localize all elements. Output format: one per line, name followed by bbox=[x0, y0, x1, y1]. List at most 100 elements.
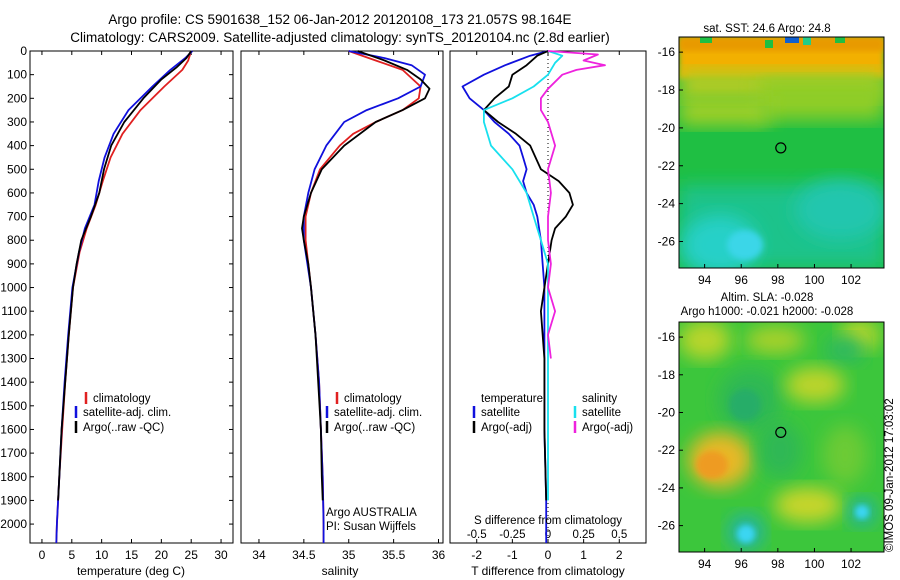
sla-map: Altim. SLA: -0.028 Argo h1000: -0.021 h2… bbox=[658, 292, 885, 571]
x-tick-label: 20 bbox=[155, 548, 169, 562]
salinity-xlabel: salinity bbox=[322, 564, 359, 578]
legend-label-satellite: satellite-adj. clim. bbox=[83, 407, 171, 419]
legend-label-argo: Argo(..raw -QC) bbox=[334, 422, 415, 434]
salinity-difference-tick-labels: -0.5 -0.25 0 0.25 0.5 bbox=[467, 529, 627, 541]
sst-map: sat. SST: 24.6 Argo: 24.8 94 96 98 100 102 -1… bbox=[658, 23, 885, 287]
lat-tick-label: -24 bbox=[658, 481, 676, 495]
imos-credit: ©IMOS 09-Jan-2012 17:03:02 bbox=[884, 398, 896, 552]
series-line-argo-raw-qc- bbox=[301, 50, 431, 501]
sst-map-title: sat. SST: 24.6 Argo: 24.8 bbox=[703, 23, 830, 35]
temperature-tick-labels: 0 5 10 15 20 25 30 bbox=[39, 51, 228, 562]
lon-tick-label: 102 bbox=[841, 557, 861, 571]
salinity-tick-labels: 34 34.5 35 35.5 36 bbox=[252, 51, 446, 562]
sst-map-ticks: 94 96 98 100 102 -16 -18 -20 -22 -24 -26 bbox=[658, 45, 862, 287]
depth-tick-label: 200 bbox=[7, 91, 27, 105]
depth-tick-label: 1700 bbox=[0, 446, 27, 460]
difference-lines bbox=[461, 50, 606, 543]
depth-tick-label: 600 bbox=[7, 186, 27, 200]
legend-label-climatology: climatology bbox=[93, 393, 151, 405]
x-tick-label: 5 bbox=[68, 548, 75, 562]
temperature-panel: 0100200300400500600700800900100011001200… bbox=[0, 44, 646, 578]
depth-tick-label: 700 bbox=[7, 210, 27, 224]
x-tick-label: -1 bbox=[507, 548, 518, 562]
legend-label-temp-argo: Argo(-adj) bbox=[481, 422, 532, 434]
lat-tick-label: -18 bbox=[658, 368, 676, 382]
legend-label-argo: Argo(..raw -QC) bbox=[83, 422, 164, 434]
depth-tick-label: 500 bbox=[7, 162, 27, 176]
s-tick-label: 0 bbox=[545, 529, 551, 541]
lon-tick-label: 100 bbox=[804, 273, 824, 287]
float-owner-label: Argo AUSTRALIA bbox=[326, 507, 417, 519]
temperature-lines bbox=[55, 50, 194, 544]
lon-tick-label: 96 bbox=[735, 557, 749, 571]
depth-tick-label: 1100 bbox=[1, 304, 27, 318]
s-tick-label: -0.5 bbox=[467, 529, 487, 541]
x-tick-label: 10 bbox=[95, 548, 109, 562]
temperature-xlabel: temperature (deg C) bbox=[77, 564, 185, 578]
lon-tick-label: 94 bbox=[698, 273, 712, 287]
lat-tick-label: -20 bbox=[658, 405, 676, 419]
figure-title-line1: Argo profile: CS 5901638_152 06-Jan-2012… bbox=[108, 12, 571, 27]
legend-label-climatology: climatology bbox=[344, 393, 402, 405]
x-tick-label: 15 bbox=[125, 548, 139, 562]
x-tick-label: 1 bbox=[580, 548, 587, 562]
x-tick-label: 36 bbox=[432, 548, 446, 562]
difference-panel: -2 -1 0 1 2 -0.5 -0.25 0 0.25 0.5 S difference f… bbox=[449, 50, 647, 578]
legend-label-temp-satellite: satellite bbox=[481, 407, 520, 419]
difference-xlabel: T difference from climatology bbox=[471, 564, 625, 578]
legend-label-satellite: satellite-adj. clim. bbox=[334, 407, 422, 419]
temperature-axes bbox=[29, 50, 234, 544]
lon-tick-label: 102 bbox=[841, 273, 861, 287]
depth-tick-label: 1300 bbox=[0, 352, 27, 366]
salinity-difference-label: S difference from climatology bbox=[474, 515, 622, 527]
sla-map-ticks: 94 96 98 100 102 -16 -18 -20 -22 -24 -26 bbox=[658, 330, 862, 571]
depth-tick-label: 100 bbox=[7, 68, 27, 82]
x-tick-label: 0 bbox=[545, 548, 552, 562]
x-tick-label: 34 bbox=[252, 548, 266, 562]
x-tick-label: -2 bbox=[471, 548, 482, 562]
depth-tick-label: 800 bbox=[7, 233, 27, 247]
sla-map-title-line1: Altim. SLA: -0.028 bbox=[721, 292, 814, 304]
salinity-panel: 34 34.5 35 35.5 36 salinity climatology sate… bbox=[240, 50, 446, 578]
lon-tick-label: 100 bbox=[804, 557, 824, 571]
lon-tick-label: 98 bbox=[771, 557, 785, 571]
salinity-axes bbox=[240, 50, 444, 544]
x-tick-label: 25 bbox=[185, 548, 199, 562]
lat-tick-label: -20 bbox=[658, 121, 676, 135]
x-tick-label: 30 bbox=[214, 548, 228, 562]
lat-tick-label: -18 bbox=[658, 83, 676, 97]
sla-map-title-line2: Argo h1000: -0.021 h2000: -0.028 bbox=[681, 306, 854, 318]
argo-location-marker bbox=[775, 426, 787, 438]
series-line-temperature-satellite bbox=[461, 50, 549, 543]
figure-title-line2: Climatology: CARS2009. Satellite-adjuste… bbox=[70, 30, 610, 45]
x-tick-label: 35 bbox=[342, 548, 356, 562]
depth-tick-label: 0 bbox=[20, 44, 27, 58]
lat-tick-label: -22 bbox=[658, 159, 676, 173]
depth-tick-label: 1400 bbox=[0, 375, 27, 389]
legend-label-sal-argo: Argo(-adj) bbox=[582, 422, 633, 434]
x-tick-label: 34.5 bbox=[292, 548, 316, 562]
depth-tick-label: 300 bbox=[7, 115, 27, 129]
sst-field bbox=[679, 37, 884, 268]
lat-tick-label: -22 bbox=[658, 443, 676, 457]
argo-location-marker bbox=[775, 142, 787, 154]
s-tick-label: 0.25 bbox=[572, 529, 594, 541]
salinity-lines bbox=[301, 50, 431, 543]
series-line-salinity-argo-adj- bbox=[540, 50, 606, 359]
depth-tick-label: 1500 bbox=[0, 399, 27, 413]
lat-tick-label: -16 bbox=[658, 45, 676, 59]
lon-tick-label: 96 bbox=[735, 273, 749, 287]
depth-tick-label: 900 bbox=[7, 257, 27, 271]
depth-tick-label: 2000 bbox=[0, 517, 27, 531]
lat-tick-label: -24 bbox=[658, 197, 676, 211]
lon-tick-label: 98 bbox=[771, 273, 785, 287]
depth-tick-label: 400 bbox=[7, 139, 27, 153]
float-pi-label: PI: Susan Wijffels bbox=[326, 521, 416, 533]
x-tick-label: 35.5 bbox=[382, 548, 406, 562]
x-tick-label: 0 bbox=[39, 548, 46, 562]
depth-tick-label: 1600 bbox=[0, 422, 27, 436]
depth-tick-label: 1200 bbox=[0, 328, 27, 342]
legend-title-temperature: temperature bbox=[481, 393, 543, 405]
s-tick-label: 0.5 bbox=[611, 529, 627, 541]
